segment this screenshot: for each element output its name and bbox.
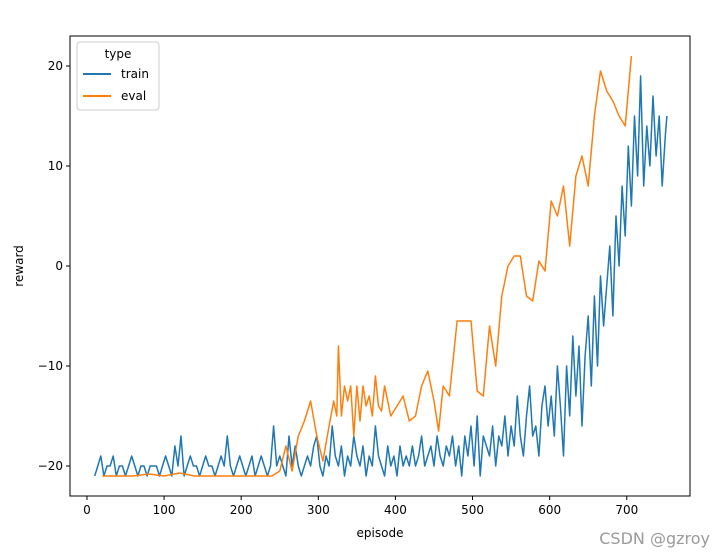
y-tick-label: 10 — [48, 159, 63, 173]
plot-area — [69, 35, 691, 497]
legend-box — [76, 41, 160, 111]
series-layer — [93, 55, 668, 477]
y-tick-label: 20 — [48, 59, 63, 73]
y-tick-label: 0 — [55, 259, 63, 273]
x-axis-title: episode — [357, 526, 404, 540]
x-tick-label: 0 — [83, 503, 91, 517]
y-axis-title: reward — [12, 245, 26, 287]
x-tick-label: 100 — [153, 503, 176, 517]
x-tick-label: 400 — [384, 503, 407, 517]
y-tick-label: −20 — [38, 459, 63, 473]
y-axis: −20 −10 0 10 20 — [38, 59, 70, 473]
x-tick-label: 700 — [615, 503, 638, 517]
y-tick-label: −10 — [38, 359, 63, 373]
x-tick-label: 500 — [461, 503, 484, 517]
series-line-eval — [102, 55, 633, 477]
x-tick-label: 200 — [230, 503, 253, 517]
x-tick-label: 300 — [307, 503, 330, 517]
x-tick-label: 600 — [538, 503, 561, 517]
legend-title: type — [105, 47, 132, 61]
legend-label-train: train — [121, 67, 149, 81]
legend-label-eval: eval — [121, 89, 146, 103]
series-line-train — [93, 75, 668, 477]
watermark-text: CSDN @gzroy — [599, 529, 710, 548]
x-axis: 0 100 200 300 400 500 600 700 — [83, 496, 638, 517]
legend: type train eval — [76, 41, 160, 111]
